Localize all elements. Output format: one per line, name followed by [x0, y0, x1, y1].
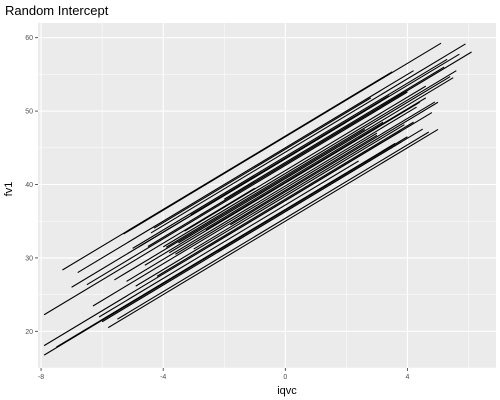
x-axis: -8 -4 0 4	[38, 368, 410, 381]
gridlines	[38, 23, 496, 369]
y-tick-label: 30	[25, 255, 33, 262]
series-line-13	[138, 53, 460, 248]
x-tick-label: 4	[406, 374, 410, 381]
series-lines	[43, 42, 472, 356]
series-line-25	[184, 85, 427, 232]
series-line-26	[199, 90, 408, 216]
series-line-29	[114, 128, 365, 281]
series-line-24	[156, 121, 414, 277]
series-line-34	[205, 97, 427, 231]
series-line-7	[77, 70, 414, 274]
y-axis-title: fv1	[3, 182, 15, 197]
series-line-28	[175, 132, 378, 255]
y-axis: 20 30 40 50 60	[25, 35, 38, 336]
series-line-27	[144, 121, 384, 266]
series-line-20	[208, 112, 433, 247]
chart-title: Random Intercept	[5, 3, 109, 18]
series-line-5	[62, 71, 393, 271]
series-line-4	[56, 142, 396, 348]
x-axis-title: iqvc	[277, 385, 297, 397]
series-line-18	[178, 77, 454, 244]
series-line-1	[43, 187, 256, 316]
series-line-10	[117, 131, 430, 320]
series-line-35	[98, 160, 359, 318]
x-tick-label: -8	[38, 374, 44, 381]
series-line-37	[230, 101, 436, 226]
series-line-21	[217, 141, 402, 253]
series-line-9	[107, 128, 439, 329]
series-line-33	[165, 76, 451, 248]
series-line-36	[190, 95, 390, 216]
series-line-22	[86, 91, 408, 286]
series-line-17	[169, 101, 420, 254]
series-line-12	[132, 58, 448, 249]
series-line-23	[92, 134, 378, 307]
series-line-32	[135, 124, 405, 287]
series-line-16	[162, 70, 457, 248]
series-line-31	[126, 106, 417, 282]
series-line-19	[193, 101, 439, 250]
x-tick-label: -4	[160, 374, 166, 381]
series-line-38	[153, 97, 372, 229]
series-line-30	[223, 66, 445, 200]
series-line-11	[123, 42, 442, 235]
plot-panel	[38, 23, 496, 368]
y-tick-label: 40	[25, 182, 33, 189]
y-tick-label: 60	[25, 35, 33, 42]
x-tick-label: 0	[283, 374, 287, 381]
y-tick-label: 50	[25, 109, 33, 116]
y-tick-label: 20	[25, 329, 33, 336]
series-line-2	[43, 136, 408, 356]
series-line-15	[150, 43, 466, 234]
